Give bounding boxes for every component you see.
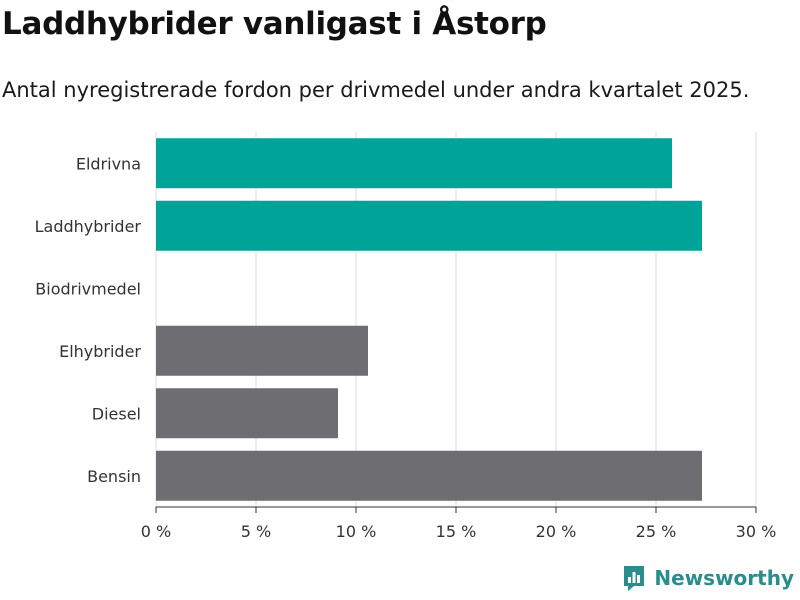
x-tick-label: 10 % bbox=[336, 522, 377, 541]
chart-title: Laddhybrider vanligast i Åstorp bbox=[2, 6, 547, 42]
category-label: Eldrivna bbox=[76, 154, 141, 173]
newsworthy-logo-icon bbox=[624, 566, 645, 591]
brand: Newsworthy bbox=[622, 564, 794, 592]
x-tick-label: 20 % bbox=[536, 522, 577, 541]
category-label: Elhybrider bbox=[59, 342, 141, 361]
category-label: Bensin bbox=[87, 467, 141, 486]
x-tick-label: 5 % bbox=[241, 522, 271, 541]
x-tick-label: 25 % bbox=[636, 522, 677, 541]
category-label: Diesel bbox=[92, 404, 141, 423]
bars bbox=[156, 138, 702, 501]
brand-name: Newsworthy bbox=[654, 566, 794, 590]
bar bbox=[156, 450, 702, 501]
bar bbox=[156, 388, 338, 439]
bar bbox=[156, 200, 702, 251]
bar bbox=[156, 325, 368, 376]
x-axis: 0 % 5 % 10 % 15 % 20 % 25 % 30 % bbox=[141, 506, 777, 541]
x-tick-label: 0 % bbox=[141, 522, 171, 541]
category-label: Laddhybrider bbox=[35, 217, 142, 236]
x-tick-label: 30 % bbox=[736, 522, 777, 541]
category-labels: Eldrivna Laddhybrider Biodrivmedel Elhybrid… bbox=[35, 154, 142, 486]
category-label: Biodrivmedel bbox=[35, 279, 141, 298]
chart-subtitle: Antal nyregistrerade fordon per drivmede… bbox=[2, 78, 750, 102]
gridlines bbox=[155, 132, 757, 507]
bar bbox=[156, 138, 672, 189]
x-tick-label: 15 % bbox=[436, 522, 477, 541]
